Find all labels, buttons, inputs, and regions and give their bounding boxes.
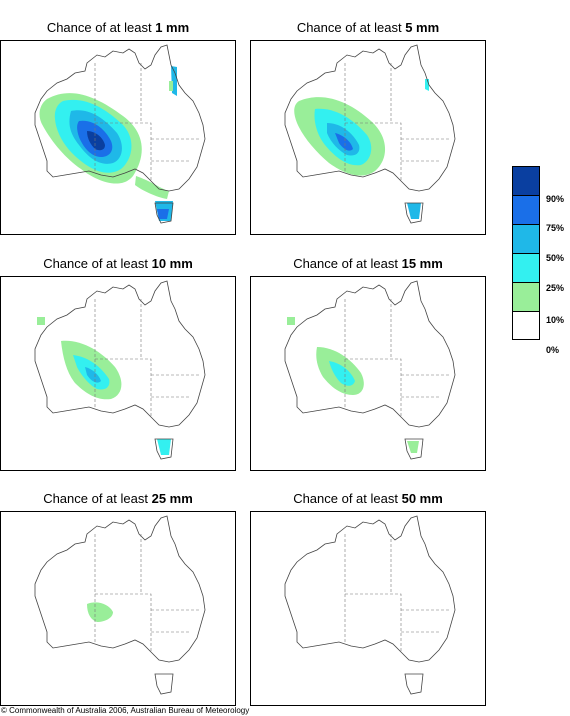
australia-outline	[34, 280, 206, 428]
rain-probability-overlay	[37, 317, 171, 455]
legend-swatch-50-75	[512, 224, 540, 253]
legend-label-0: 0%	[546, 345, 560, 355]
rain-probability-overlay	[294, 79, 429, 219]
panel-title: Chance of at least 15 mm	[293, 256, 443, 271]
legend-label-10: 10%	[546, 315, 565, 325]
australia-map	[34, 280, 206, 460]
tasmania-outline	[404, 673, 424, 695]
map-frame	[0, 511, 236, 706]
australia-map	[34, 515, 206, 695]
australia-outline	[284, 515, 456, 663]
legend-label-25: 25%	[546, 283, 565, 293]
map-frame	[250, 511, 486, 706]
panel-title: Chance of at least 10 mm	[43, 256, 193, 271]
probability-legend	[512, 166, 540, 340]
australia-outline	[284, 44, 456, 192]
australia-map	[284, 280, 456, 460]
legend-label-90: 90%	[546, 194, 565, 204]
legend-swatch-90-100	[512, 166, 540, 195]
tasmania-outline	[154, 438, 174, 460]
australia-outline	[34, 44, 206, 192]
tasmania-outline	[404, 438, 424, 460]
legend-label-50: 50%	[546, 253, 565, 263]
panel-title: Chance of at least 5 mm	[296, 20, 440, 35]
panel-title: Chance of at least 50 mm	[293, 491, 443, 506]
legend-swatch-0-10	[512, 311, 540, 340]
panel-title: Chance of at least 1 mm	[46, 20, 190, 35]
state-borders	[94, 534, 201, 652]
map-frame	[250, 276, 486, 471]
legend-swatch-75-90	[512, 195, 540, 224]
state-borders	[344, 63, 451, 181]
tasmania-outline	[404, 202, 424, 224]
australia-map	[284, 515, 456, 695]
australia-outline	[34, 515, 206, 663]
rain-probability-overlay	[287, 317, 419, 453]
australia-map	[34, 44, 206, 224]
state-borders	[344, 534, 451, 652]
legend-swatch-10-25	[512, 282, 540, 311]
tasmania-outline	[154, 673, 174, 695]
state-borders	[94, 63, 201, 181]
copyright-notice: © Commonwealth of Australia 2006, Austra…	[1, 706, 250, 715]
state-borders	[94, 299, 201, 417]
legend-swatch-25-50	[512, 253, 540, 282]
rain-probability-overlay	[87, 602, 113, 622]
panel-title: Chance of at least 25 mm	[43, 491, 193, 506]
map-frame	[250, 40, 486, 235]
tasmania-outline	[154, 202, 174, 224]
rain-probability-overlay	[39, 66, 177, 221]
australia-map	[284, 44, 456, 224]
map-frame	[0, 40, 236, 235]
map-frame	[0, 276, 236, 471]
state-borders	[344, 299, 451, 417]
legend-label-75: 75%	[546, 223, 565, 233]
australia-outline	[284, 280, 456, 428]
